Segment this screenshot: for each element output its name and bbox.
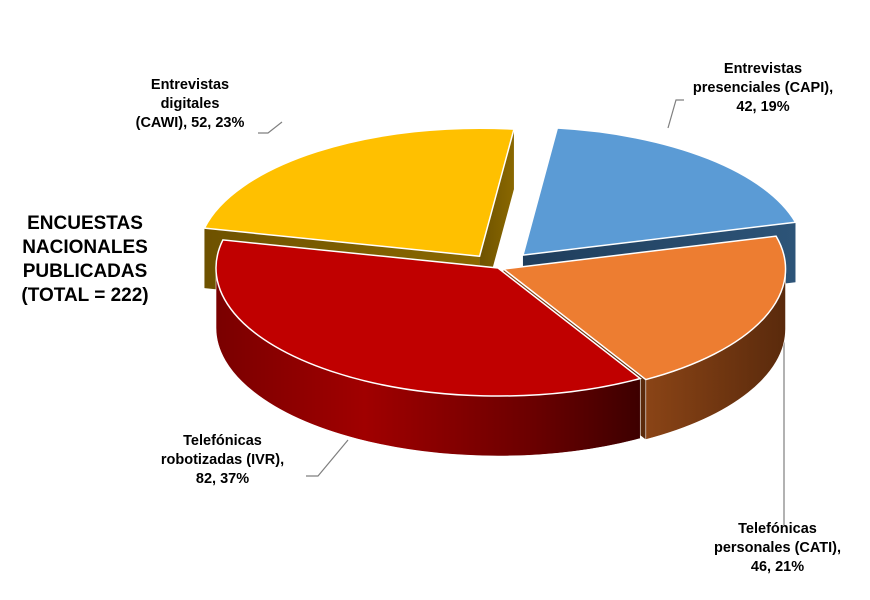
- data-label-cati: Telefónicas personales (CATI), 46, 21%: [713, 521, 842, 575]
- data-label-capi: Entrevistas presenciales (CAPI), 42, 19%: [692, 61, 834, 115]
- slice-ivr: [215, 239, 642, 397]
- data-label-ivr: Telefónicas robotizadas (IVR), 82, 37%: [160, 433, 285, 487]
- leader-line-cawi: [258, 121, 283, 134]
- slice-cawi: [203, 127, 515, 258]
- data-label-cawi: Entrevistas digitales (CAWI), 52, 23%: [135, 77, 245, 131]
- leader-line-capi: [667, 99, 684, 129]
- slice-capi: [521, 127, 797, 256]
- slice-cati: [501, 235, 787, 381]
- chart-title: ENCUESTAS NACIONALES PUBLICADAS (TOTAL =…: [21, 213, 149, 306]
- leader-line-ivr: [306, 439, 349, 477]
